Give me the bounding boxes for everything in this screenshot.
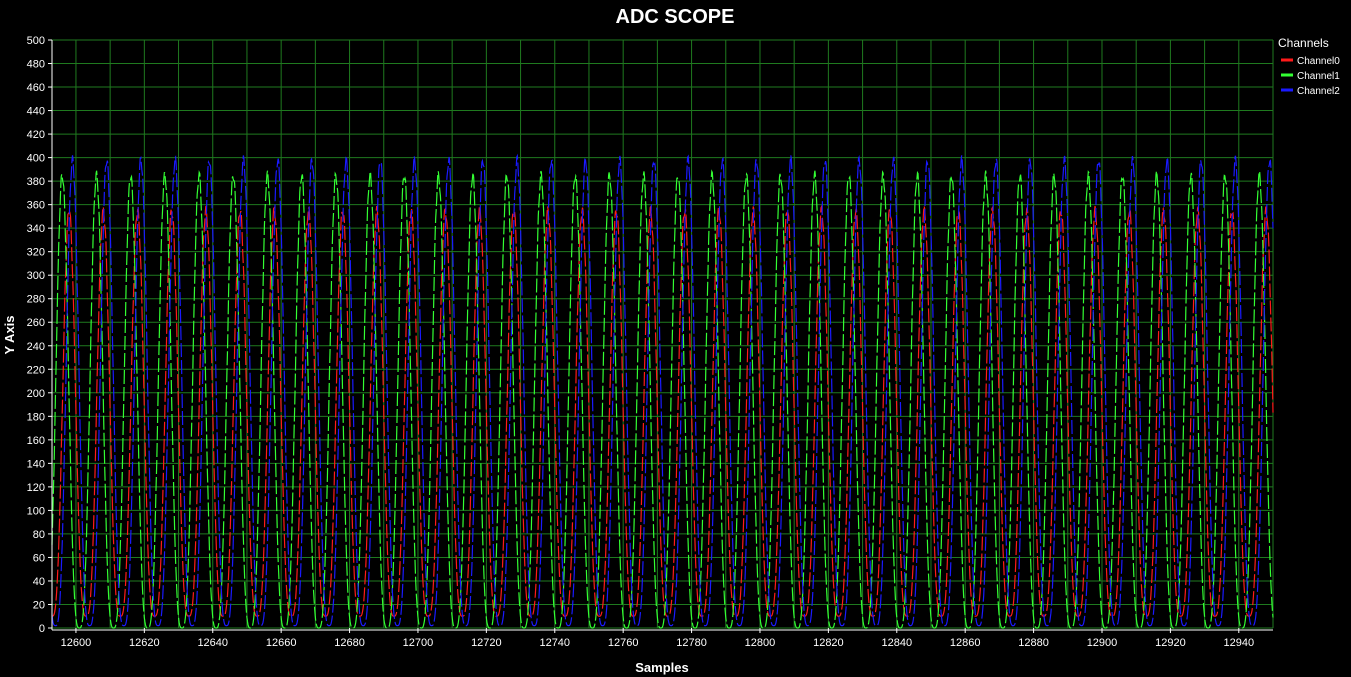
y-tick-label: 380 — [27, 176, 45, 188]
y-tick-label: 400 — [27, 153, 45, 165]
x-tick-label: 12720 — [471, 637, 502, 649]
y-tick-label: 240 — [27, 341, 45, 353]
y-axis-title: Y Axis — [2, 315, 17, 354]
x-tick-label: 12640 — [197, 637, 228, 649]
series-line-channel2 — [51, 153, 1274, 627]
y-tick-label: 200 — [27, 388, 45, 400]
series-line-channel1 — [51, 169, 1274, 629]
x-tick-label: 12860 — [950, 637, 981, 649]
y-tick-label: 20 — [33, 599, 45, 611]
y-tick-label: 60 — [33, 552, 45, 564]
y-tick-label: 320 — [27, 247, 45, 259]
legend-label: Channel2 — [1297, 86, 1340, 97]
tick-labels: 0 20 40 60 80 100 120 140 160 180 200 220 240 260 280 3… — [27, 35, 1254, 649]
y-tick-label: 120 — [27, 482, 45, 494]
axes — [48, 39, 1273, 633]
x-tick-label: 12880 — [1018, 637, 1049, 649]
x-axis-title: Samples — [635, 660, 688, 675]
y-tick-label: 280 — [27, 294, 45, 306]
y-tick-label: 440 — [27, 106, 45, 118]
y-tick-label: 300 — [27, 270, 45, 282]
x-tick-label: 12660 — [266, 637, 297, 649]
y-tick-label: 420 — [27, 129, 45, 141]
y-tick-label: 40 — [33, 576, 45, 588]
y-tick-label: 480 — [27, 59, 45, 71]
x-tick-label: 12700 — [403, 637, 434, 649]
x-tick-label: 12780 — [676, 637, 707, 649]
y-tick-label: 140 — [27, 458, 45, 470]
x-tick-label: 12600 — [61, 637, 92, 649]
y-tick-label: 160 — [27, 435, 45, 447]
x-tick-label: 12680 — [334, 637, 365, 649]
x-tick-label: 12940 — [1224, 637, 1255, 649]
chart-title: ADC SCOPE — [616, 6, 735, 28]
x-tick-label: 12760 — [608, 637, 639, 649]
x-tick-label: 12840 — [881, 637, 912, 649]
y-tick-label: 360 — [27, 200, 45, 212]
legend-title: Channels — [1278, 36, 1329, 50]
y-tick-label: 0 — [39, 623, 45, 635]
series-line-channel0 — [52, 204, 1274, 617]
y-tick-label: 260 — [27, 317, 45, 329]
legend-label: Channel1 — [1297, 71, 1340, 82]
y-tick-label: 80 — [33, 529, 45, 541]
y-tick-label: 340 — [27, 223, 45, 235]
x-tick-label: 12740 — [539, 637, 570, 649]
legend-label: Channel0 — [1297, 56, 1340, 67]
x-tick-label: 12820 — [813, 637, 844, 649]
y-tick-label: 460 — [27, 82, 45, 94]
x-tick-label: 12900 — [1087, 637, 1118, 649]
plot-area — [51, 153, 1274, 629]
y-tick-label: 180 — [27, 411, 45, 423]
x-tick-label: 12920 — [1155, 637, 1186, 649]
x-tick-label: 12620 — [129, 637, 160, 649]
y-tick-label: 100 — [27, 505, 45, 517]
x-tick-label: 12800 — [745, 637, 776, 649]
y-tick-label: 220 — [27, 364, 45, 376]
legend: Channels Channel0 Channel1 Channel2 — [1278, 36, 1340, 97]
legend-items: Channel0 Channel1 Channel2 — [1281, 56, 1340, 97]
y-tick-label: 500 — [27, 35, 45, 47]
